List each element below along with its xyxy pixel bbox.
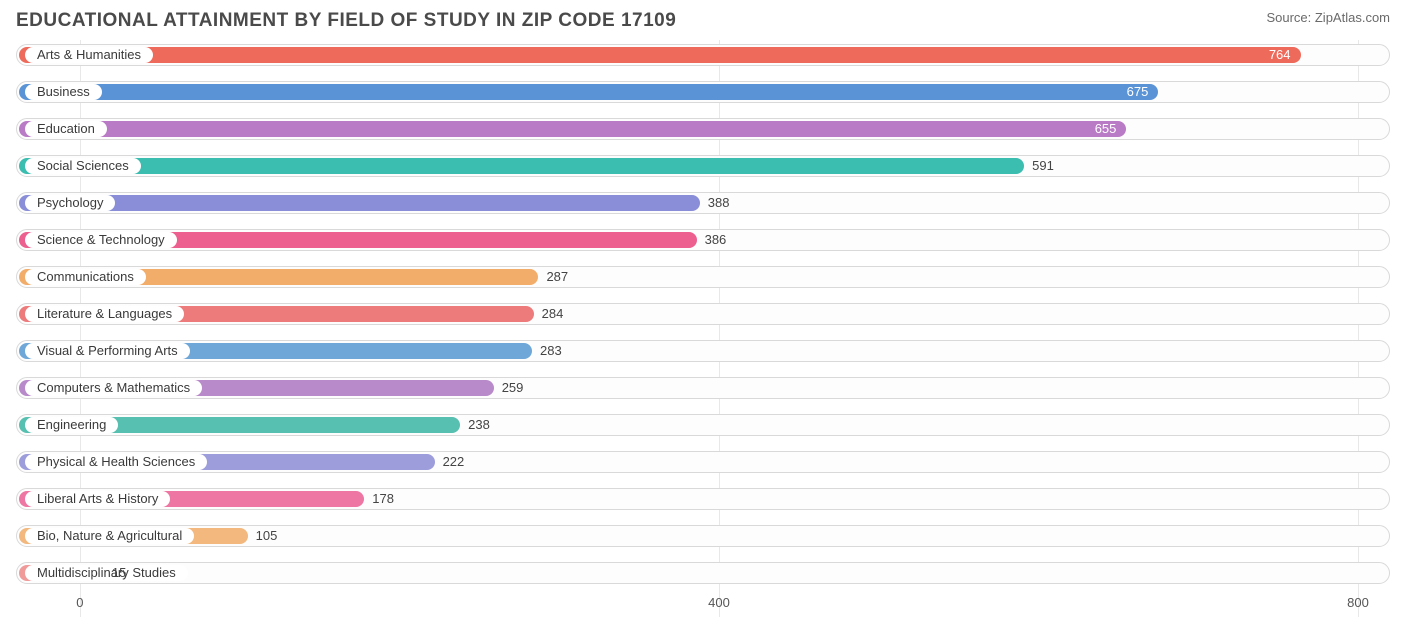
bar-fill [19, 158, 1024, 174]
bar-category-label: Physical & Health Sciences [25, 454, 207, 470]
bar-row: Business 675 [16, 77, 1390, 107]
bar-row: Liberal Arts & History 178 [16, 484, 1390, 514]
bar-row: Bio, Nature & Agricultural 105 [16, 521, 1390, 551]
bars-wrapper: Arts & Humanities 764 Business 675 Education… [16, 40, 1390, 588]
x-axis-tick: 800 [1347, 595, 1369, 610]
bar-value-label: 591 [1032, 158, 1054, 174]
bar-row: Communications 287 [16, 262, 1390, 292]
bar-value-label: 284 [542, 306, 564, 322]
bar-value-label: 259 [502, 380, 524, 396]
bar-row: Social Sciences 591 [16, 151, 1390, 181]
bar-fill [19, 47, 1301, 63]
bar-category-label: Computers & Mathematics [25, 380, 202, 396]
bar-row: Visual & Performing Arts 283 [16, 336, 1390, 366]
bar-row: Psychology 388 [16, 188, 1390, 218]
bar-category-label: Visual & Performing Arts [25, 343, 190, 359]
bar-row: Arts & Humanities 764 [16, 40, 1390, 70]
bar-value-label: 238 [468, 417, 490, 433]
bar-category-label: Literature & Languages [25, 306, 184, 322]
bar-value-label: 764 [1269, 47, 1291, 63]
bar-row: Education 655 [16, 114, 1390, 144]
bar-category-label: Engineering [25, 417, 118, 433]
chart-source: Source: ZipAtlas.com [1266, 10, 1390, 25]
bar-category-label: Bio, Nature & Agricultural [25, 528, 194, 544]
bar-value-label: 105 [256, 528, 278, 544]
x-axis-tick: 400 [708, 595, 730, 610]
bar-category-label: Communications [25, 269, 146, 285]
bar-row: Physical & Health Sciences 222 [16, 447, 1390, 477]
bar-category-label: Arts & Humanities [25, 47, 153, 63]
bar-value-label: 178 [372, 491, 394, 507]
bar-value-label: 222 [443, 454, 465, 470]
bar-value-label: 675 [1127, 84, 1149, 100]
bar-value-label: 15 [112, 565, 126, 581]
bar-track [16, 562, 1390, 584]
bar-row: Literature & Languages 284 [16, 299, 1390, 329]
bar-category-label: Education [25, 121, 107, 137]
bar-row: Engineering 238 [16, 410, 1390, 440]
chart-container: EDUCATIONAL ATTAINMENT BY FIELD OF STUDY… [0, 0, 1406, 631]
chart-header: EDUCATIONAL ATTAINMENT BY FIELD OF STUDY… [16, 10, 1390, 40]
bar-value-label: 386 [705, 232, 727, 248]
bar-category-label: Business [25, 84, 102, 100]
bar-value-label: 283 [540, 343, 562, 359]
bar-row: Computers & Mathematics 259 [16, 373, 1390, 403]
bar-row: Multidisciplinary Studies15 [16, 558, 1390, 588]
bar-category-label: Science & Technology [25, 232, 177, 248]
bar-value-label: 388 [708, 195, 730, 211]
bar-row: Science & Technology 386 [16, 225, 1390, 255]
plot-area: Arts & Humanities 764 Business 675 Education… [16, 40, 1390, 617]
bar-fill [19, 195, 700, 211]
bar-category-label: Social Sciences [25, 158, 141, 174]
bar-fill [19, 84, 1158, 100]
bar-value-label: 655 [1095, 121, 1117, 137]
bar-value-label: 287 [546, 269, 568, 285]
x-axis: 0 400 800 [16, 595, 1390, 617]
bar-fill [19, 121, 1126, 137]
bar-category-label: Multidisciplinary Studies [25, 565, 188, 581]
bar-category-label: Psychology [25, 195, 115, 211]
bar-category-label: Liberal Arts & History [25, 491, 170, 507]
chart-title: EDUCATIONAL ATTAINMENT BY FIELD OF STUDY… [16, 10, 676, 32]
x-axis-tick: 0 [76, 595, 83, 610]
